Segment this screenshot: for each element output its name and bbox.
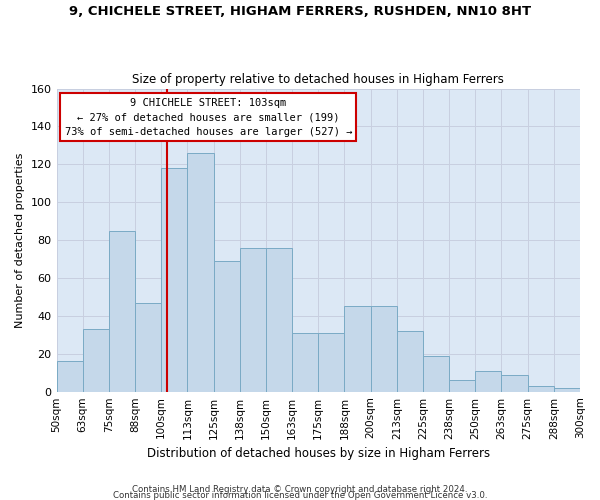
Bar xyxy=(135,302,161,392)
Bar xyxy=(449,380,475,392)
Y-axis label: Number of detached properties: Number of detached properties xyxy=(15,152,25,328)
Bar xyxy=(109,230,135,392)
Bar xyxy=(187,153,214,392)
Bar xyxy=(240,248,266,392)
X-axis label: Distribution of detached houses by size in Higham Ferrers: Distribution of detached houses by size … xyxy=(147,447,490,460)
Bar xyxy=(161,168,187,392)
Bar xyxy=(292,333,318,392)
Bar xyxy=(554,388,580,392)
Bar xyxy=(527,386,554,392)
Bar xyxy=(344,306,371,392)
Text: 9 CHICHELE STREET: 103sqm
← 27% of detached houses are smaller (199)
73% of semi: 9 CHICHELE STREET: 103sqm ← 27% of detac… xyxy=(65,98,352,137)
Bar xyxy=(318,333,344,392)
Bar xyxy=(56,362,83,392)
Text: 9, CHICHELE STREET, HIGHAM FERRERS, RUSHDEN, NN10 8HT: 9, CHICHELE STREET, HIGHAM FERRERS, RUSH… xyxy=(69,5,531,18)
Bar xyxy=(502,374,527,392)
Bar xyxy=(475,371,502,392)
Bar xyxy=(266,248,292,392)
Bar xyxy=(83,329,109,392)
Title: Size of property relative to detached houses in Higham Ferrers: Size of property relative to detached ho… xyxy=(133,73,504,86)
Text: Contains public sector information licensed under the Open Government Licence v3: Contains public sector information licen… xyxy=(113,490,487,500)
Bar xyxy=(371,306,397,392)
Bar xyxy=(397,331,423,392)
Bar xyxy=(214,261,240,392)
Bar xyxy=(423,356,449,392)
Text: Contains HM Land Registry data © Crown copyright and database right 2024.: Contains HM Land Registry data © Crown c… xyxy=(132,484,468,494)
